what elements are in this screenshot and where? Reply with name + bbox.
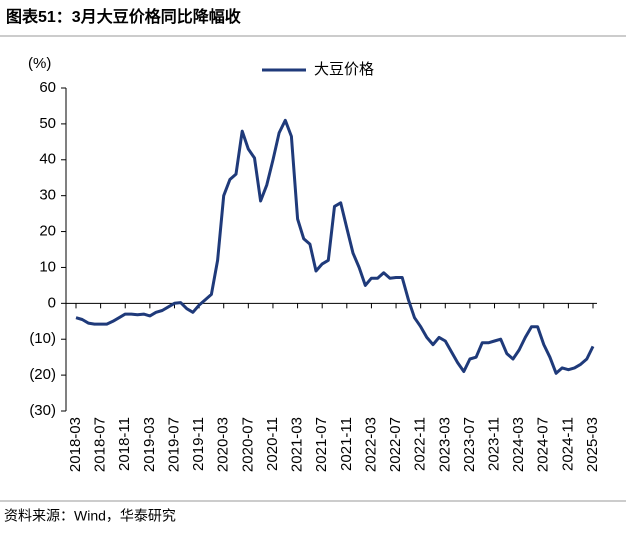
x-tick-label: 2023-03 xyxy=(436,417,453,472)
chart-title: 图表51：3月大豆价格同比降幅收 xyxy=(6,7,241,26)
y-tick-label: 10 xyxy=(39,258,56,275)
y-tick-label: 60 xyxy=(39,79,56,96)
series-line xyxy=(75,118,595,375)
y-tick-label: (20) xyxy=(29,366,56,383)
x-tick-label: 2022-07 xyxy=(387,417,404,472)
y-tick-label: 0 xyxy=(48,294,56,311)
y-tick-label: 30 xyxy=(39,187,56,204)
x-tick-label: 2025-03 xyxy=(584,417,601,472)
x-tick-label: 2020-11 xyxy=(264,417,281,471)
x-tick-label: 2019-11 xyxy=(190,417,207,471)
x-tick-label: 2024-03 xyxy=(510,417,527,472)
source: 资料来源：Wind，华泰研究 xyxy=(4,508,176,524)
y-axis-label: (%) xyxy=(28,55,51,72)
x-tick-label: 2018-11 xyxy=(116,417,133,471)
legend-label: 大豆价格 xyxy=(314,61,374,78)
y-tick-label: 40 xyxy=(39,151,56,168)
x-tick-label: 2023-11 xyxy=(485,417,502,471)
y-tick-label: (30) xyxy=(29,402,56,419)
x-tick-label: 2021-07 xyxy=(313,417,330,472)
x-tick-label: 2019-07 xyxy=(165,417,182,472)
x-tick-label: 2018-07 xyxy=(92,417,109,472)
y-tick-label: 20 xyxy=(39,223,56,240)
x-tick-label: 2021-03 xyxy=(289,417,306,472)
x-tick-label: 2023-07 xyxy=(461,417,478,472)
x-tick-label: 2020-07 xyxy=(239,417,256,472)
y-tick-label: (10) xyxy=(29,330,56,347)
x-tick-label: 2024-07 xyxy=(535,417,552,472)
x-tick-label: 2020-03 xyxy=(215,417,232,472)
y-tick-label: 50 xyxy=(39,115,56,132)
x-tick-label: 2022-11 xyxy=(412,417,429,471)
x-tick-label: 2022-03 xyxy=(362,417,379,472)
x-tick-label: 2024-11 xyxy=(559,417,576,471)
x-tick-label: 2019-03 xyxy=(141,417,158,472)
x-tick-label: 2018-03 xyxy=(67,417,84,472)
x-tick-label: 2021-11 xyxy=(338,417,355,471)
